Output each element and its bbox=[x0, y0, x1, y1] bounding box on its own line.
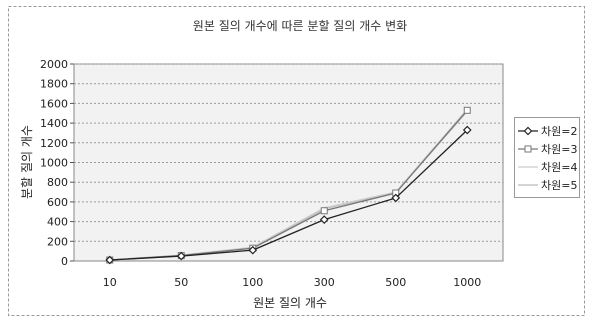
legend-marker bbox=[523, 126, 533, 136]
y-tick-label: 1000 bbox=[40, 157, 68, 170]
data-point bbox=[248, 245, 258, 255]
x-tick-labels: 10 50 100 300 500 1000 bbox=[103, 276, 482, 289]
grid-lines bbox=[70, 63, 503, 262]
legend-label: 차원=2 bbox=[541, 125, 577, 138]
x-axis-label: 원본 질의 개수 bbox=[253, 296, 327, 310]
legend-label: 차원=3 bbox=[541, 143, 577, 156]
y-tick-label: 400 bbox=[47, 216, 68, 229]
data-point bbox=[319, 215, 329, 224]
x-tick-label: 100 bbox=[242, 276, 263, 289]
y-tick-label: 200 bbox=[47, 235, 68, 248]
x-tick-label: 300 bbox=[314, 276, 335, 289]
y-tick-label: 2000 bbox=[40, 58, 68, 71]
data-point bbox=[105, 255, 115, 265]
legend-marker bbox=[524, 145, 532, 153]
data-point bbox=[320, 207, 328, 215]
x-tick-label: 50 bbox=[174, 276, 188, 289]
y-tick-label: 1800 bbox=[40, 78, 68, 91]
series-line bbox=[109, 129, 468, 261]
y-tick-label: 800 bbox=[47, 176, 68, 189]
y-tick-label: 1200 bbox=[40, 137, 68, 150]
x-tick-label: 500 bbox=[385, 276, 406, 289]
series-lines bbox=[105, 106, 472, 265]
data-point bbox=[391, 193, 401, 203]
data-point bbox=[463, 106, 471, 114]
y-tick-label: 1400 bbox=[40, 117, 68, 130]
y-tick-label: 1600 bbox=[40, 97, 68, 110]
legend: 차원=2 차원=3 차원=4 차원=5 bbox=[518, 125, 577, 192]
y-tick-label: 0 bbox=[61, 255, 68, 268]
data-point bbox=[176, 251, 186, 261]
chart-title: 원본 질의 개수에 따른 분할 질의 개수 변화 bbox=[193, 19, 407, 33]
y-tick-labels: 0 200 400 600 800 1000 1200 1400 1600 1800 2000 bbox=[40, 58, 68, 268]
x-tick-label: 1000 bbox=[453, 276, 481, 289]
y-axis-label: 분할 질의 개수 bbox=[20, 125, 34, 199]
legend-label: 차원=5 bbox=[541, 179, 577, 192]
legend-label: 차원=4 bbox=[541, 161, 577, 174]
data-point bbox=[462, 125, 472, 135]
y-tick-label: 600 bbox=[47, 196, 68, 209]
x-tick-label: 10 bbox=[103, 276, 117, 289]
